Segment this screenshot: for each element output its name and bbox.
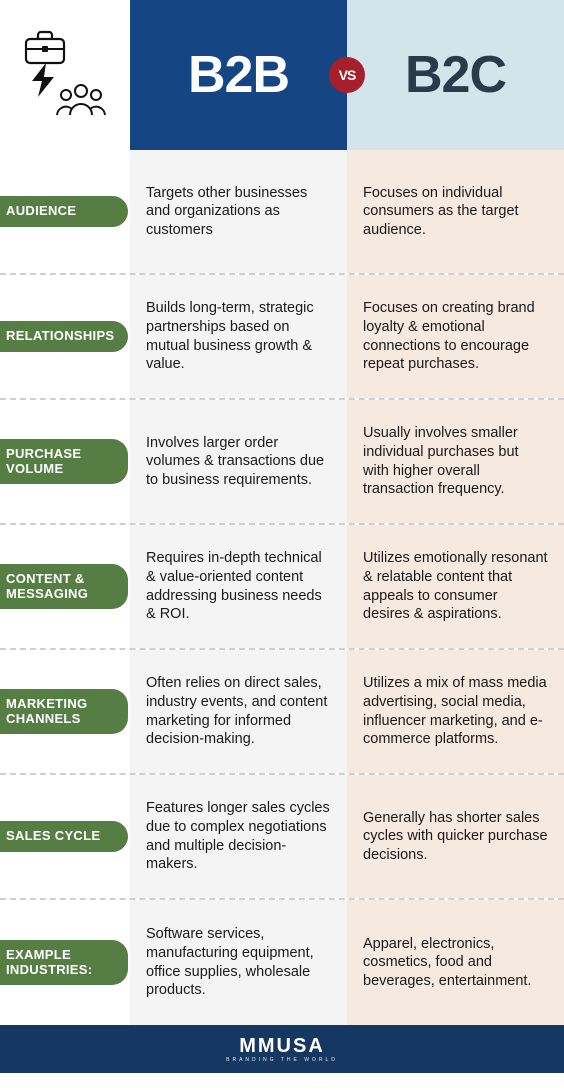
b2c-cell: Utilizes a mix of mass media advertising… bbox=[347, 650, 564, 773]
vs-badge: VS bbox=[329, 57, 365, 93]
category-label: SALES CYCLE bbox=[0, 821, 128, 852]
comparison-row: AUDIENCETargets other businesses and org… bbox=[0, 150, 564, 275]
b2b-cell: Builds long-term, strategic partnerships… bbox=[130, 275, 347, 398]
b2b-title: B2B bbox=[188, 45, 289, 105]
b2b-cell: Requires in-depth technical & value-orie… bbox=[130, 525, 347, 648]
comparison-rows: AUDIENCETargets other businesses and org… bbox=[0, 150, 564, 1025]
category-label: MARKETING CHANNELS bbox=[0, 689, 128, 735]
business-vs-consumer-icon bbox=[20, 25, 110, 125]
b2b-cell: Features longer sales cycles due to comp… bbox=[130, 775, 347, 898]
b2c-cell: Apparel, electronics, cosmetics, food an… bbox=[347, 900, 564, 1025]
b2c-cell: Utilizes emotionally resonant & relatabl… bbox=[347, 525, 564, 648]
comparison-row: CONTENT & MESSAGINGRequires in-depth tec… bbox=[0, 525, 564, 650]
vs-label: VS bbox=[339, 67, 356, 83]
label-column: AUDIENCE bbox=[0, 150, 130, 273]
label-column: PURCHASE VOLUME bbox=[0, 400, 130, 523]
lightning-icon bbox=[30, 63, 56, 97]
footer-brand: MMUSA bbox=[239, 1035, 325, 1057]
header-b2b-cell: B2B VS bbox=[130, 0, 347, 150]
infographic: B2B VS B2C AUDIENCETargets other busines… bbox=[0, 0, 564, 1073]
label-column: MARKETING CHANNELS bbox=[0, 650, 130, 773]
header-row: B2B VS B2C bbox=[0, 0, 564, 150]
b2c-title: B2C bbox=[405, 45, 506, 105]
comparison-row: RELATIONSHIPSBuilds long-term, strategic… bbox=[0, 275, 564, 400]
footer-logo: MMUSA bbox=[239, 1036, 325, 1056]
header-icon-cell bbox=[0, 0, 130, 150]
people-group-icon bbox=[56, 83, 106, 117]
b2c-cell: Focuses on individual consumers as the t… bbox=[347, 150, 564, 273]
label-column: EXAMPLE INDUSTRIES: bbox=[0, 900, 130, 1025]
b2c-cell: Generally has shorter sales cycles with … bbox=[347, 775, 564, 898]
b2b-cell: Often relies on direct sales, industry e… bbox=[130, 650, 347, 773]
comparison-row: EXAMPLE INDUSTRIES:Software services, ma… bbox=[0, 900, 564, 1025]
category-label: AUDIENCE bbox=[0, 196, 128, 227]
label-column: CONTENT & MESSAGING bbox=[0, 525, 130, 648]
b2c-cell: Usually involves smaller individual purc… bbox=[347, 400, 564, 523]
label-column: SALES CYCLE bbox=[0, 775, 130, 898]
b2b-cell: Targets other businesses and organizatio… bbox=[130, 150, 347, 273]
comparison-row: SALES CYCLEFeatures longer sales cycles … bbox=[0, 775, 564, 900]
category-label: RELATIONSHIPS bbox=[0, 321, 128, 352]
comparison-row: PURCHASE VOLUMEInvolves larger order vol… bbox=[0, 400, 564, 525]
footer: MMUSA BRANDING THE WORLD bbox=[0, 1025, 564, 1073]
category-label: EXAMPLE INDUSTRIES: bbox=[0, 940, 128, 986]
b2b-cell: Involves larger order volumes & transact… bbox=[130, 400, 347, 523]
category-label: CONTENT & MESSAGING bbox=[0, 564, 128, 610]
header-b2c-cell: B2C bbox=[347, 0, 564, 150]
b2b-cell: Software services, manufacturing equipme… bbox=[130, 900, 347, 1025]
b2c-cell: Focuses on creating brand loyalty & emot… bbox=[347, 275, 564, 398]
label-column: RELATIONSHIPS bbox=[0, 275, 130, 398]
category-label: PURCHASE VOLUME bbox=[0, 439, 128, 485]
comparison-row: MARKETING CHANNELSOften relies on direct… bbox=[0, 650, 564, 775]
footer-tagline: BRANDING THE WORLD bbox=[226, 1057, 338, 1063]
briefcase-icon bbox=[24, 29, 66, 65]
